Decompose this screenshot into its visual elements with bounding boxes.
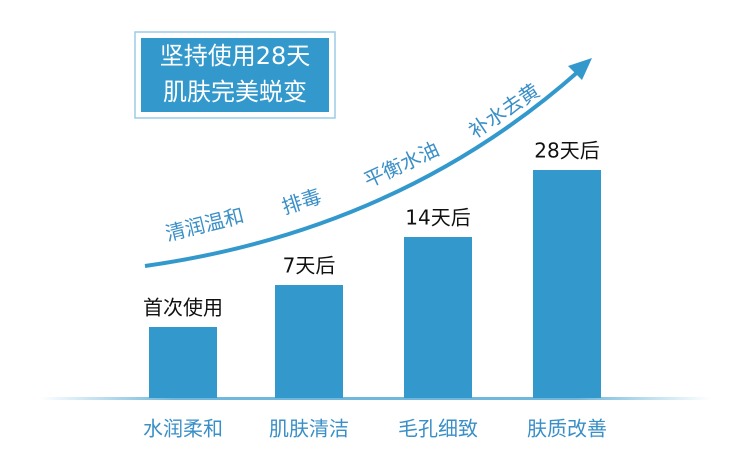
bar-label: 14天后	[405, 206, 470, 230]
bar	[275, 285, 343, 398]
bar-label: 7天后	[283, 254, 336, 278]
trend-curve	[144, 68, 582, 268]
baseline	[40, 397, 710, 400]
x-tick-label: 毛孔细致	[398, 417, 478, 441]
bar-label: 首次使用	[143, 296, 223, 320]
title: 坚持使用28天	[160, 42, 311, 70]
annotation: 清润温和	[163, 203, 246, 246]
bar	[404, 237, 472, 398]
annotation: 平衡水油	[360, 137, 443, 193]
title-frame	[134, 31, 336, 119]
x-tick-label: 肌肤清洁	[269, 417, 349, 441]
x-tick-label: 水润柔和	[143, 417, 223, 441]
trend-arrowhead	[568, 58, 592, 80]
title: 肌肤完美蜕变	[163, 78, 307, 106]
bar-label: 28天后	[534, 139, 599, 163]
title-box	[141, 38, 329, 112]
bar	[149, 327, 217, 398]
x-tick-label: 肤质改善	[527, 417, 607, 441]
annotation: 排毒	[279, 184, 324, 219]
bar	[533, 170, 601, 398]
